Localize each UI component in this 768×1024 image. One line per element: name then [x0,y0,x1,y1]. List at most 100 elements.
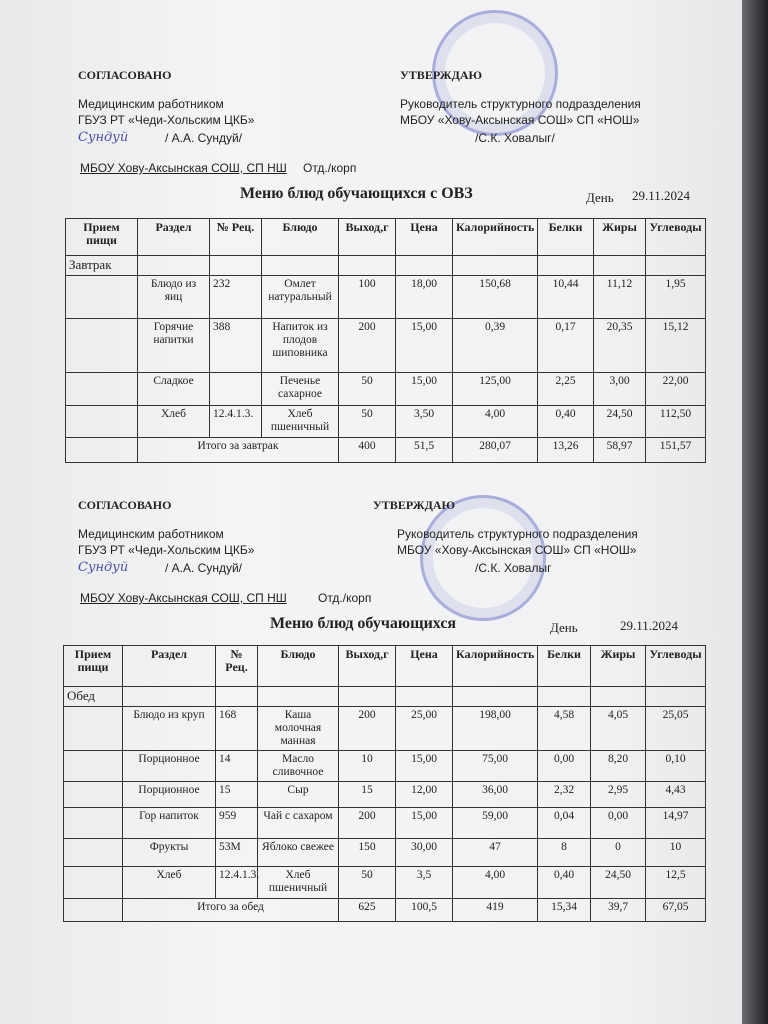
cell-4: 15,00 [395,318,453,373]
organization-name: МБОУ Хову-Аксынская СОШ, СП НШ [80,161,287,175]
empty-cell [395,686,453,707]
cell-3: 50 [338,866,396,899]
empty-cell [63,866,123,899]
cell-5: 75,00 [452,750,538,782]
cell-1: 12.4.1.3. [215,866,259,899]
cell-8: 12,5 [645,866,706,899]
head-title: Руководитель структурного подразделения [397,527,638,541]
total-label: Итого за обед [122,898,339,922]
agreed-heading: СОГЛАСОВАНО [78,68,172,82]
total-value: 151,57 [645,437,706,463]
cell-8: 25,05 [645,706,706,751]
total-value: 625 [338,898,396,922]
cell-3: 200 [338,706,396,751]
empty-cell [590,686,646,707]
cell-8: 10 [645,838,706,867]
column-header: Цена [395,645,453,687]
cell-1: 14 [215,750,258,782]
empty-cell [63,898,123,922]
total-value: 13,26 [537,437,594,463]
medical-worker-label: Медицинским работником [78,97,224,111]
table-row: Горячие напитки 388 Напиток из плодов шипо… [65,318,706,373]
day-label: День [550,620,578,635]
cell-5: 150,68 [452,275,538,319]
cell-7: 3,00 [593,372,646,406]
menu-table: Прием пищи Раздел № Рец. Блюдо Выход,г Цена Ка… [65,218,706,463]
cell-0: Сладкое [137,372,210,406]
table-row: Блюдо из круп 168 Каша молочная манная 200 2… [63,706,706,751]
empty-cell [63,807,123,839]
cell-4: 15,00 [395,807,453,839]
cell-0: Порционное [122,750,216,782]
cell-8: 14,97 [645,807,706,839]
cell-4: 15,00 [395,372,453,406]
school-name: МБОУ «Хову-Аксынская СОШ» СП «НОШ» [397,543,637,557]
cell-3: 50 [338,372,396,406]
menu-title: Меню блюд обучающихся с ОВЗ [240,185,473,202]
cell-5: 4,00 [452,405,538,438]
table-row: Гор напиток 959 Чай с сахаром 200 15,00 59,00… [63,807,706,839]
column-header: Выход,г [338,218,396,256]
empty-cell [65,275,138,319]
cell-0: Блюдо из круп [122,706,216,751]
empty-cell [645,255,706,276]
column-header: Углеводы [645,218,706,256]
cell-2: Каша молочная манная [257,706,339,751]
column-header: Прием пищи [65,218,138,256]
table-row: Фрукты 53М Яблоко свежее 150 30,00 47 8 0 10 [63,838,706,867]
cell-0: Фрукты [122,838,216,867]
cell-6: 0,40 [537,866,591,899]
cell-5: 4,00 [452,866,538,899]
empty-cell [65,318,138,373]
cell-1: 15 [215,781,258,808]
empty-cell [593,255,646,276]
cell-8: 1,95 [645,275,706,319]
head-title: Руководитель структурного подразделения [400,97,641,111]
table-header-row: Прием пищи Раздел № Рец. Блюдо Выход,г Цена Ка… [63,645,706,687]
cell-2: Чай с сахаром [257,807,339,839]
cell-4: 25,00 [395,706,453,751]
empty-cell [63,781,123,808]
cell-4: 18,00 [395,275,453,319]
cell-2: Напиток из плодов шиповника [261,318,339,373]
table-row: Хлеб 12.4.1.3. Хлеб пшеничный 50 3,5 4,00 0,40… [63,866,706,899]
empty-cell [338,255,396,276]
total-value: 280,07 [452,437,538,463]
column-header: № Рец. [215,645,258,687]
cell-2: Яблоко свежее [257,838,339,867]
total-value: 400 [338,437,396,463]
cell-7: 24,50 [590,866,646,899]
total-value: 58,97 [593,437,646,463]
cell-7: 20,35 [593,318,646,373]
empty-cell [537,255,594,276]
column-header: Калорийность [452,218,538,256]
cell-7: 2,95 [590,781,646,808]
cell-6: 0,17 [537,318,594,373]
cell-2: Хлеб пшеничный [261,405,339,438]
table-header-row: Прием пищи Раздел № Рец. Блюдо Выход,г Цена Ка… [65,218,706,256]
cell-4: 12,00 [395,781,453,808]
cell-3: 10 [338,750,396,782]
empty-cell [63,838,123,867]
meal-row: Завтрак [65,255,706,276]
column-header: Блюдо [257,645,339,687]
official-stamp [420,495,546,621]
cell-7: 0 [590,838,646,867]
menu-date: 29.11.2024 [620,618,679,633]
cell-8: 22,00 [645,372,706,406]
total-value: 67,05 [645,898,706,922]
column-header: Прием пищи [63,645,123,687]
column-header: Белки [537,218,594,256]
organization-name: МБОУ Хову-Аксынская СОШ, СП НШ [80,591,287,605]
page-edge [742,0,768,1024]
menu-table: Прием пищи Раздел № Рец. Блюдо Выход,г Цена Ка… [63,645,706,922]
cell-1: 53М [215,838,258,867]
medical-worker-label: Медицинским работником [78,527,224,541]
cell-0: Горячие напитки [137,318,210,373]
empty-cell [645,686,706,707]
table-row: Блюдо из яиц 232 Омлет натуральный 100 18,00… [65,275,706,319]
column-header: Выход,г [338,645,396,687]
cell-1: 388 [209,318,262,373]
table-row: Порционное 14 Масло сливочное 10 15,00 75,00 0… [63,750,706,782]
cell-7: 4,05 [590,706,646,751]
